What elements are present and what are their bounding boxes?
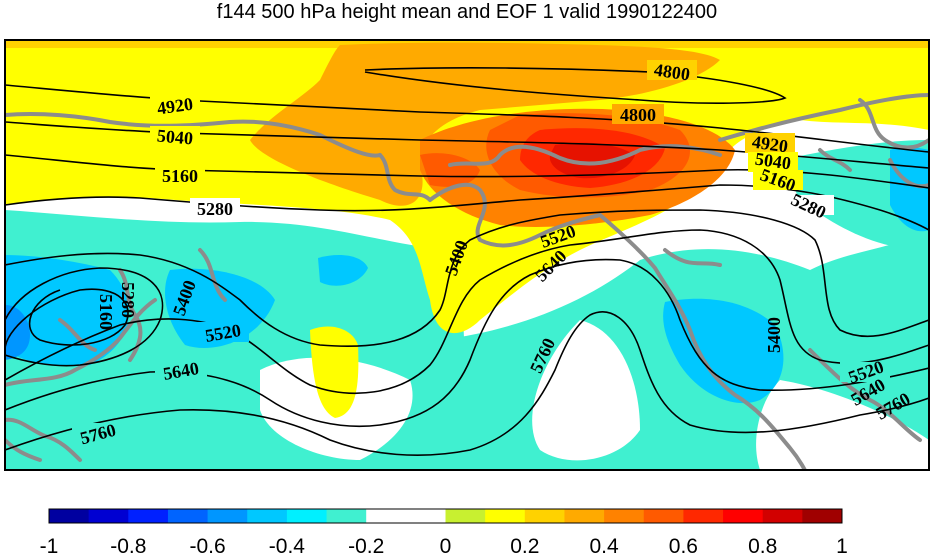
colorbar-ticks: -1 -0.8 -0.6 -0.4 -0.2 0 0.2 0.4 0.6 0.8 1 [40, 535, 848, 558]
contour-label: 4800 [620, 105, 656, 125]
colorbar-tick-label: -0.2 [348, 535, 384, 558]
colorbar-swatches [49, 509, 843, 523]
contour-label: 4920 [156, 94, 194, 119]
colorbar-swatch [723, 509, 764, 523]
colorbar-tick-label: -0.8 [110, 535, 146, 558]
colorbar-swatch [643, 509, 684, 523]
colorbar-swatch [485, 509, 526, 523]
colorbar-swatch [564, 509, 605, 523]
colorbar-swatch [405, 509, 446, 523]
colorbar-swatch [207, 509, 248, 523]
colorbar-swatch [762, 509, 803, 523]
colorbar-tick-label: 0.2 [510, 535, 539, 558]
contour-label: 4800 [653, 60, 691, 85]
contour-label: 5040 [156, 125, 194, 148]
map-title: f144 500 hPa height mean and EOF 1 valid… [216, 1, 718, 23]
colorbar-tick-label: 0.4 [589, 535, 619, 558]
colorbar-swatch [326, 509, 367, 523]
contour-labels: 4800 4800 4920 4920 5040 5040 5160 5160 … [72, 60, 914, 448]
contour-label: 5040 [754, 149, 792, 174]
colorbar-tick-label: -0.4 [269, 535, 306, 558]
colorbar-swatch [445, 509, 486, 523]
map-frame [4, 39, 930, 471]
colorbar-swatch [49, 509, 90, 523]
contour-label: 5160 [96, 294, 116, 330]
colorbar-tick-label: 1 [836, 535, 848, 558]
colorbar-swatch [88, 509, 129, 523]
colorbar-tick-label: -1 [40, 535, 59, 558]
colorbar-swatch [604, 509, 645, 523]
colorbar-swatch [128, 509, 169, 523]
coastlines [5, 93, 929, 470]
colorbar-swatch [247, 509, 288, 523]
colorbar-swatch [167, 509, 209, 523]
colorbar-tick-label: 0.8 [748, 535, 777, 558]
colorbar-swatch [286, 509, 328, 523]
colorbar-tick-label: 0 [440, 535, 452, 558]
colorbar: -1 -0.8 -0.6 -0.4 -0.2 0 0.2 0.4 0.6 0.8 1 [40, 508, 848, 558]
contour-label: 5160 [162, 166, 198, 186]
contour-label: 5400 [764, 317, 784, 353]
colorbar-frame [48, 508, 843, 524]
colorbar-swatch [802, 509, 843, 523]
colorbar-swatch [683, 509, 724, 523]
colorbar-tick-label: -0.6 [190, 535, 226, 558]
colorbar-swatch [524, 509, 565, 523]
contour-label: 5280 [197, 199, 233, 219]
contour-label: 5280 [118, 282, 138, 318]
colorbar-tick-label: 0.6 [669, 535, 698, 558]
colorbar-swatch [366, 509, 407, 523]
